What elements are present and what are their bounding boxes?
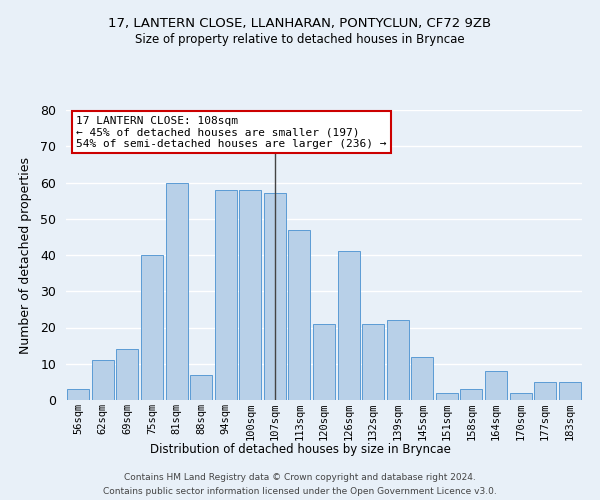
Bar	[338, 252, 359, 400]
Bar	[313, 324, 335, 400]
Bar	[534, 382, 556, 400]
Bar	[559, 382, 581, 400]
Bar	[509, 393, 532, 400]
Bar	[67, 389, 89, 400]
Text: Distribution of detached houses by size in Bryncae: Distribution of detached houses by size …	[149, 442, 451, 456]
Bar	[190, 374, 212, 400]
Bar	[166, 182, 188, 400]
Bar	[215, 190, 237, 400]
Bar	[436, 393, 458, 400]
Y-axis label: Number of detached properties: Number of detached properties	[19, 156, 32, 354]
Text: Contains public sector information licensed under the Open Government Licence v3: Contains public sector information licen…	[103, 488, 497, 496]
Text: 17, LANTERN CLOSE, LLANHARAN, PONTYCLUN, CF72 9ZB: 17, LANTERN CLOSE, LLANHARAN, PONTYCLUN,…	[109, 18, 491, 30]
Text: Size of property relative to detached houses in Bryncae: Size of property relative to detached ho…	[135, 32, 465, 46]
Bar	[386, 320, 409, 400]
Text: 17 LANTERN CLOSE: 108sqm
← 45% of detached houses are smaller (197)
54% of semi-: 17 LANTERN CLOSE: 108sqm ← 45% of detach…	[76, 116, 387, 149]
Bar	[362, 324, 384, 400]
Text: Contains HM Land Registry data © Crown copyright and database right 2024.: Contains HM Land Registry data © Crown c…	[124, 472, 476, 482]
Bar	[92, 360, 114, 400]
Bar	[116, 349, 139, 400]
Bar	[411, 356, 433, 400]
Bar	[239, 190, 262, 400]
Bar	[485, 371, 507, 400]
Bar	[141, 255, 163, 400]
Bar	[264, 194, 286, 400]
Bar	[289, 230, 310, 400]
Bar	[460, 389, 482, 400]
